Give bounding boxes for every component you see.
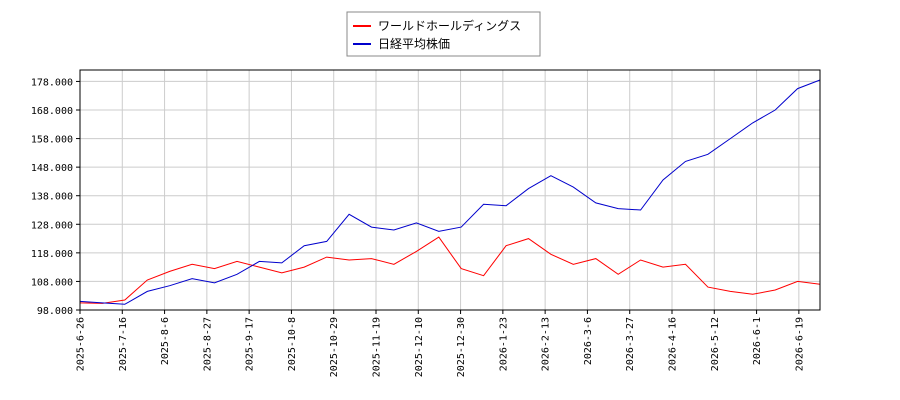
x-axis: 2025-6-26 2025-7-16 2025-8-6 2025-8-27 2025-… [76, 310, 805, 377]
series-line-0 [79, 236, 821, 304]
x-tick-label: 2026-5-12 [710, 317, 721, 371]
x-tick-label: 2026-3-6 [583, 317, 594, 365]
x-tick-label: 2025-12-10 [414, 317, 425, 377]
x-tick-label: 2025-10-8 [287, 317, 298, 371]
x-tick-label: 2025-12-30 [456, 317, 467, 377]
plot-frame [79, 69, 821, 311]
x-tick-label: 2025-8-6 [160, 317, 171, 365]
y-tick-label: 158.000 [31, 135, 73, 146]
x-tick-label: 2026-2-13 [541, 317, 552, 371]
legend-label-1: 日経平均株価 [378, 36, 450, 51]
y-tick-label: 108.000 [31, 277, 73, 288]
x-tick-label: 2026-4-16 [668, 317, 679, 371]
x-tick-label: 2025-6-26 [76, 317, 87, 371]
x-tick-label: 2025-10-29 [329, 317, 340, 377]
series-lines [79, 79, 821, 305]
x-tick-label: 2025-7-16 [118, 317, 129, 371]
series-line-1 [79, 79, 821, 305]
y-tick-label: 128.000 [31, 220, 73, 231]
legend-label-0: ワールドホールディングス [378, 18, 521, 33]
y-tick-label: 118.000 [31, 249, 73, 260]
x-tick-label: 2026-3-27 [625, 317, 636, 371]
y-axis: 98.000 108.000 118.000 128.000 138.000 148.00… [31, 77, 80, 317]
x-tick-label: 2026-6-19 [794, 317, 805, 371]
x-tick-label: 2026-6-1 [752, 317, 763, 365]
x-tick-label: 2025-9-17 [245, 317, 256, 371]
y-tick-label: 98.000 [37, 306, 73, 317]
y-tick-label: 178.000 [31, 77, 73, 88]
x-tick-label: 2026-1-23 [498, 317, 509, 371]
y-tick-label: 148.000 [31, 163, 73, 174]
x-tick-label: 2025-8-27 [202, 317, 213, 371]
grid [79, 70, 820, 311]
legend-box [346, 11, 541, 57]
y-tick-label: 138.000 [31, 192, 73, 203]
y-tick-label: 168.000 [31, 106, 73, 117]
x-tick-label: 2025-11-19 [372, 317, 383, 377]
